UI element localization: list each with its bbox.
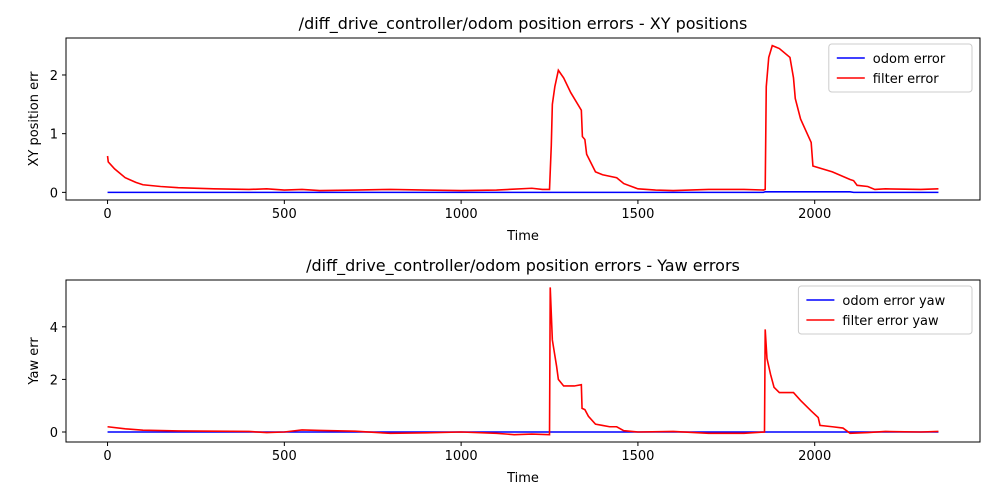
x-tick-label: 1000: [445, 449, 478, 464]
x-tick-label: 500: [272, 207, 297, 222]
legend-box: [828, 43, 973, 93]
series-line: [107, 190, 939, 194]
y-axis-label: XY position err: [27, 71, 42, 167]
legend-label: odom error yaw: [842, 294, 945, 309]
x-tick-label: 0: [103, 207, 111, 222]
chart-title: /diff_drive_controller/odom position err…: [299, 14, 748, 34]
plot-area: [66, 38, 980, 200]
x-tick-label: 2000: [798, 449, 831, 464]
y-axis-label: Yaw err: [27, 337, 42, 386]
y-tick-label: 2: [50, 373, 58, 388]
x-tick-label: 1500: [621, 207, 654, 222]
legend-label: filter error: [873, 72, 939, 87]
legend: odom error filter error: [828, 43, 973, 93]
axes-frame: [65, 279, 981, 443]
legend-label: odom error: [873, 52, 946, 67]
x-tick-label: 1500: [621, 449, 654, 464]
y-tick-label: 0: [50, 186, 58, 201]
legend: odom error yaw filter error yaw: [797, 285, 973, 335]
legend-box: [797, 285, 973, 335]
y-tick-label: 0: [50, 426, 58, 441]
x-axis-label: Time: [506, 229, 539, 244]
y-tick-label: 2: [50, 69, 58, 84]
legend-label: filter error yaw: [842, 314, 939, 329]
y-tick-label: 4: [50, 321, 58, 336]
x-axis-label: Time: [506, 471, 539, 486]
chart-title: /diff_drive_controller/odom position err…: [306, 256, 740, 276]
y-tick-label: 1: [50, 128, 58, 143]
series-line: [107, 287, 939, 436]
x-tick-label: 1000: [445, 207, 478, 222]
x-tick-label: 500: [272, 449, 297, 464]
series-line: [106, 44, 939, 192]
x-tick-label: 2000: [798, 207, 831, 222]
axes-frame: [65, 37, 981, 201]
x-tick-label: 0: [103, 449, 111, 464]
